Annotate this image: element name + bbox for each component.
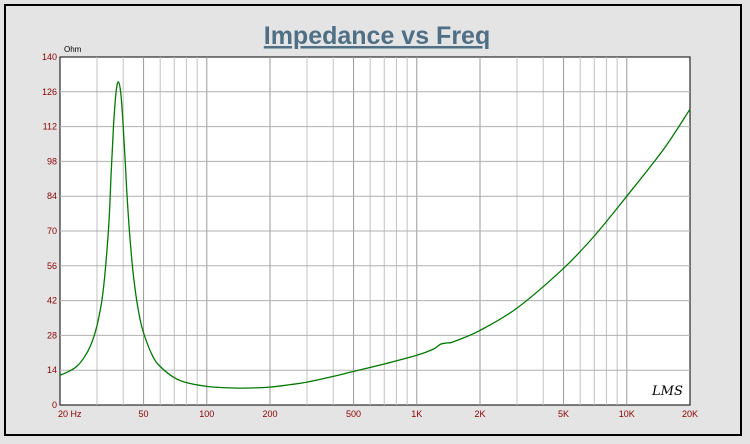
x-tick-label: 100 [199,409,214,419]
y-tick-label: 70 [47,226,57,236]
x-tick-label: 500 [346,409,361,419]
y-tick-label: 84 [47,191,57,201]
y-tick-label: 56 [47,261,57,271]
y-tick-label: 140 [42,52,57,62]
y-tick-label: 28 [47,330,57,340]
x-tick-label: 10K [619,409,635,419]
y-tick-label: 112 [43,122,57,132]
impedance-series-line [59,81,691,389]
x-tick-label: 50 [139,409,149,419]
x-tick-label: 5K [558,409,569,419]
x-tick-label: 2K [474,409,485,419]
y-tick-label: 42 [47,296,57,306]
x-tick-label: 20 Hz [58,409,82,419]
chart-title: Impedance vs Freq [264,22,490,50]
y-tick-label: 126 [42,87,57,97]
axes: 0 14 28 42 56 70 84 98 112 126 140 20 Hz 50 100 200 500… [42,52,698,419]
y-tick-label: 0 [52,400,57,410]
y-unit-label: Ohm [64,45,82,54]
x-tick-label: 200 [262,409,277,419]
x-tick-label: 20K [682,409,698,419]
y-tick-label: 98 [47,156,57,166]
chart-frame: Impedance vs Freq 0 14 28 42 56 70 84 98 112 126 1… [4,4,742,436]
lms-signature: LMS [651,384,683,399]
impedance-chart: Impedance vs Freq 0 14 28 42 56 70 84 98 112 126 1… [42,22,698,419]
x-tick-label: 1K [411,409,422,419]
y-tick-label: 14 [47,365,57,375]
